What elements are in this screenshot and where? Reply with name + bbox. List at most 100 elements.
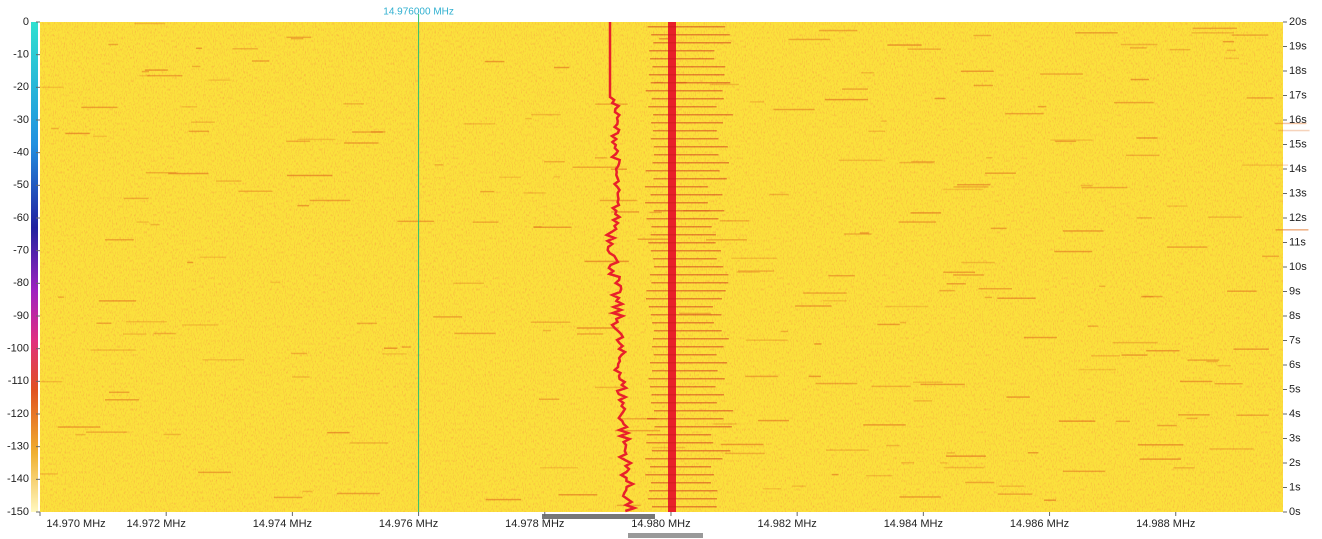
streak — [573, 166, 616, 168]
streak — [961, 71, 994, 73]
streak — [1278, 130, 1309, 132]
sideband — [654, 210, 725, 212]
streak — [109, 392, 130, 394]
streak — [877, 324, 899, 326]
sideband — [646, 170, 720, 172]
streak — [357, 323, 377, 325]
streak — [1233, 348, 1268, 350]
streak — [679, 313, 711, 315]
streak — [866, 475, 893, 477]
streak — [1121, 354, 1147, 356]
streak — [828, 275, 854, 277]
streak — [947, 283, 966, 285]
sideband — [654, 330, 722, 332]
streak — [745, 376, 778, 378]
streak — [343, 103, 364, 105]
streak — [200, 256, 226, 258]
streak — [198, 472, 231, 474]
streak — [998, 493, 1032, 495]
streak — [286, 37, 311, 39]
y-tick-label: -100 — [7, 343, 29, 355]
streak — [900, 322, 906, 324]
sideband — [648, 106, 716, 108]
streak — [1136, 137, 1157, 139]
streak — [844, 233, 872, 235]
streak — [142, 71, 149, 73]
streak — [1223, 41, 1234, 43]
streak — [901, 462, 914, 464]
streak — [1178, 414, 1209, 416]
streak — [650, 212, 662, 214]
streak — [823, 300, 847, 302]
streak — [946, 452, 954, 454]
waterfall-view: 14.976000 MHz14.970 MHz14.972 MHz14.974 … — [0, 0, 1322, 539]
streak — [1063, 230, 1104, 232]
streak — [1232, 34, 1268, 36]
scroll-handle[interactable] — [628, 533, 703, 538]
sideband — [652, 66, 725, 68]
streak — [1167, 205, 1188, 207]
streak — [961, 262, 995, 264]
x-tick-label: 14.986 MHz — [1010, 518, 1069, 530]
streak — [291, 38, 303, 40]
streak — [985, 172, 1016, 174]
streak — [310, 200, 351, 202]
sideband — [651, 138, 719, 140]
streak — [1170, 49, 1191, 51]
y2-tick-label: 3s — [1289, 432, 1301, 444]
sideband — [646, 90, 723, 92]
streak — [721, 444, 764, 446]
streak — [738, 270, 774, 272]
streak — [832, 474, 839, 476]
streak — [758, 420, 789, 422]
streak — [485, 61, 505, 63]
streak — [455, 333, 496, 335]
sideband — [651, 402, 717, 404]
streak — [1157, 425, 1177, 427]
sideband — [654, 146, 728, 148]
streak — [899, 496, 940, 498]
streak — [935, 98, 946, 100]
streak — [1192, 32, 1234, 34]
y-tick-label: -20 — [13, 81, 29, 93]
y2-tick-label: 18s — [1289, 65, 1307, 77]
y2-tick-label: 12s — [1289, 212, 1307, 224]
y2-tick-label: 14s — [1289, 163, 1307, 175]
sideband — [646, 298, 722, 300]
streak — [1038, 106, 1047, 108]
streak — [1091, 355, 1120, 357]
streak — [816, 383, 858, 385]
streak — [297, 139, 335, 141]
streak — [946, 455, 986, 457]
y2-tick-label: 8s — [1289, 310, 1301, 322]
y2-tick-label: 17s — [1289, 89, 1307, 101]
sideband — [646, 290, 725, 292]
sideband — [651, 394, 723, 396]
streak — [58, 296, 64, 298]
streak — [337, 493, 380, 495]
streak — [525, 118, 531, 120]
sideband — [650, 386, 715, 388]
sideband — [655, 426, 732, 428]
streak — [886, 445, 899, 447]
sideband — [651, 194, 723, 196]
y-tick-label: -10 — [13, 49, 29, 61]
streak — [985, 297, 992, 299]
streak — [1116, 421, 1130, 423]
streak — [725, 453, 765, 455]
y2-tick-label: 6s — [1289, 359, 1301, 371]
streak — [453, 283, 484, 285]
sideband — [648, 498, 717, 500]
streak — [1114, 102, 1154, 104]
streak — [150, 224, 159, 226]
streak — [65, 133, 89, 135]
streak — [577, 333, 603, 335]
streak — [795, 305, 831, 307]
streak — [182, 324, 218, 326]
streak — [382, 353, 407, 355]
streak — [286, 141, 310, 143]
streak — [1137, 217, 1152, 219]
streak — [192, 66, 200, 68]
streak — [1113, 342, 1158, 344]
streak — [147, 75, 182, 77]
